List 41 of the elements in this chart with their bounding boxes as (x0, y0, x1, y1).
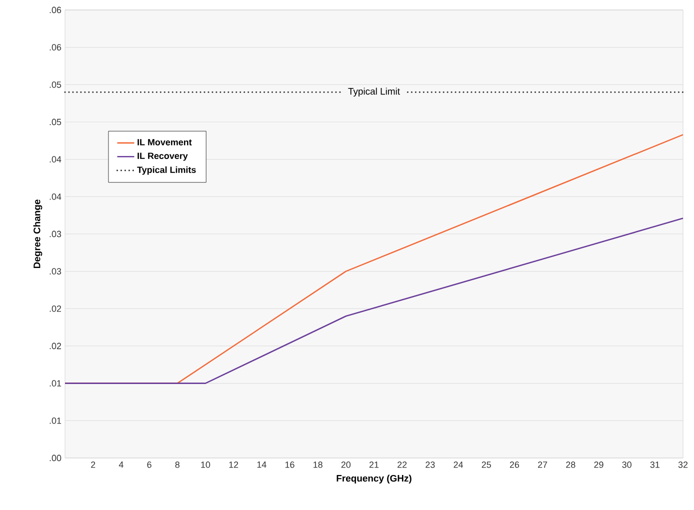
x-tick-label: 24 (454, 462, 463, 468)
x-tick-label: 28 (566, 462, 576, 468)
y-axis-title: Degree Change (33, 200, 42, 268)
y-tick-label: .03 (50, 230, 62, 238)
annotation: Typical Limit (348, 88, 400, 97)
x-tick-label: 16 (285, 462, 294, 468)
y-tick-label: .06 (50, 6, 62, 14)
x-tick-label: 14 (257, 462, 266, 468)
x-tick-label: 31 (650, 462, 660, 468)
x-tick-label: 23 (426, 462, 435, 468)
x-tick-label: 30 (622, 462, 632, 468)
x-tick-label: 32 (678, 462, 688, 468)
y-tick-label: .04 (50, 193, 62, 200)
x-tick-label: 6 (147, 462, 152, 468)
x-tick-label: 18 (314, 462, 322, 468)
x-tick-label: 25 (482, 462, 491, 468)
legend-label: IL Recovery (138, 152, 188, 161)
y-tick-label: .02 (50, 305, 62, 312)
x-tick-label: 4 (118, 462, 124, 468)
x-tick-label: 10 (201, 462, 210, 468)
y-tick-label: .00 (50, 454, 62, 462)
y-tick-label: .05 (50, 118, 62, 126)
x-tick-label: 26 (510, 462, 520, 468)
y-tick-label: .01 (50, 417, 62, 424)
y-tick-label: .02 (50, 342, 62, 350)
legend-label: IL Movement (138, 139, 192, 146)
x-tick-label: 29 (594, 462, 604, 468)
y-tick-label: .06 (50, 44, 62, 50)
x-tick-label: 8 (175, 462, 180, 468)
y-tick-label: .04 (50, 156, 62, 162)
x-tick-label: 12 (229, 462, 238, 468)
legend-label: Typical Limits (137, 166, 196, 175)
y-tick-label: .03 (50, 268, 62, 274)
x-axis-title: Frequency (GHz) (336, 474, 412, 484)
y-tick-label: .01 (50, 380, 62, 386)
x-tick-label: 2 (91, 462, 96, 468)
x-tick-label: 22 (398, 462, 407, 468)
y-tick-label: .05 (50, 81, 62, 88)
x-tick-label: 27 (538, 462, 548, 468)
x-tick-label: 20 (341, 462, 351, 468)
x-tick-label: 21 (369, 462, 379, 468)
